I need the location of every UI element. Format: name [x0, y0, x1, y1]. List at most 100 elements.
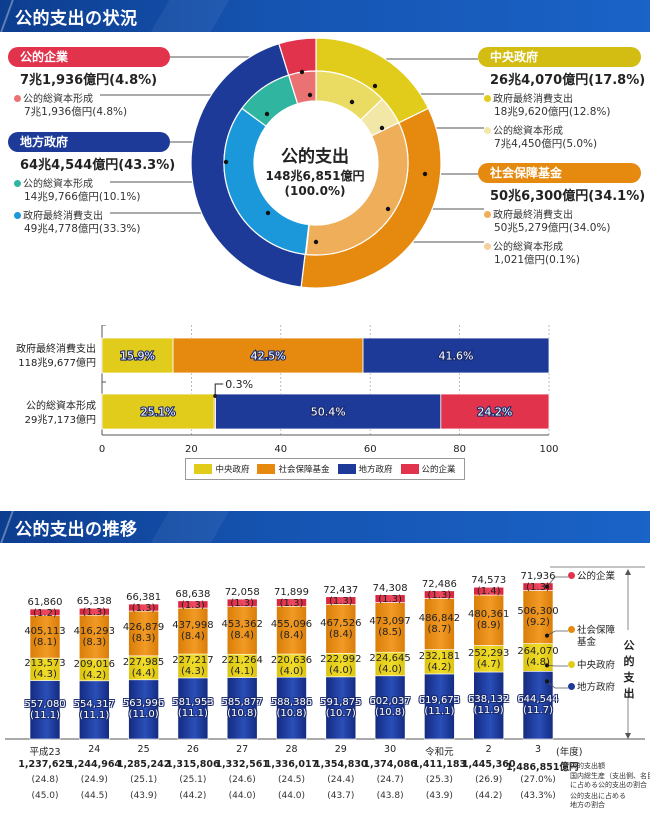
section-header-status: 公的支出の状況: [0, 0, 650, 32]
vbar-segment: [128, 603, 159, 612]
inner-slice: [223, 107, 310, 256]
vbar-value-label: 581,953 (11.1): [172, 697, 214, 720]
local-share: (44.5): [80, 791, 108, 801]
donut-chart: [100, 37, 484, 289]
vbar-value-label: 72,486 (1.3): [421, 578, 457, 601]
vbar-segment: [374, 602, 406, 653]
legend-swatch: [337, 464, 356, 474]
vbar-segment: [128, 679, 159, 740]
gdp-share: (24.5): [277, 775, 306, 785]
x-category-label: 27: [236, 744, 249, 755]
vbar-value-label: 61,860 (1.2): [27, 597, 63, 620]
vbar-value-label: 437,998 (8.4): [172, 620, 214, 643]
leader-dot: [265, 210, 271, 216]
hbar-value-label: 25.1%: [141, 406, 176, 419]
side-axis-char: 出: [623, 687, 635, 700]
side-axis-char: 的: [623, 655, 635, 668]
vbar-value-label: 68,638 (1.3): [175, 588, 211, 611]
x-tick-label: 0: [99, 444, 105, 455]
pill-social-fund: 社会保障基金: [478, 163, 641, 183]
social-fund-sub-value-1: 50兆5,279億円(34.0%): [494, 222, 611, 234]
public-enterprise-sub-label: 公的総資本形成: [14, 90, 93, 105]
vbar-segment: [473, 645, 505, 673]
side-legend-central: 中央政府: [568, 660, 615, 672]
vbar-value-label: 252,293 (4.7): [468, 647, 510, 670]
vbar-value-label: 644,544 (11.7): [517, 694, 559, 717]
side-legend-social: 社会保障 基金: [568, 625, 615, 649]
vbar-segment: [424, 598, 455, 650]
local-share: (44.0): [277, 791, 306, 801]
local-gov-sub-value-1: 14兆9,766億円(10.1%): [24, 191, 141, 203]
bullet-icon: [568, 572, 575, 579]
leader-dot: [372, 83, 378, 89]
hbar-segment: [362, 337, 550, 374]
vbar-value-label: 467,526 (8.4): [320, 617, 362, 640]
bullet-icon: [484, 95, 491, 102]
x-category-label: 25: [137, 744, 150, 755]
central-gov-sub-label-2: 公的総資本形成: [484, 122, 563, 137]
leader-dot: [422, 171, 428, 177]
social-fund-value: 50兆6,300億円(34.1%): [490, 189, 646, 204]
total-value: 1,445,360: [461, 759, 516, 770]
social-fund-sub-label-1: 政府最終消費支出: [484, 206, 573, 221]
x-tick-label: 20: [185, 444, 198, 455]
vbar-segment: [226, 598, 258, 607]
vbar-value-label: 506,300 (9.2): [517, 606, 559, 628]
vbar-value-label: 563,996 (11.0): [122, 698, 165, 721]
local-share: (43.7): [327, 791, 355, 801]
vbar-value-label: 405,113 (8.1): [24, 625, 66, 648]
side-axis-char: 支: [623, 671, 635, 684]
x-category-label: 29: [334, 744, 347, 755]
vbar-value-label: 585,877 (10.8): [221, 697, 263, 720]
gdp-share: (25.1): [179, 775, 207, 785]
note-local-1: 公的支出に占める: [570, 792, 626, 800]
vbar-segment: [473, 671, 505, 740]
vbar-value-label: 232,181 (4.2): [418, 650, 461, 673]
local-gov-sub-value-2: 49兆4,778億円(33.3%): [24, 223, 141, 235]
central-gov-sub-value-2: 7兆4,450億円(5.0%): [494, 138, 598, 150]
gdp-share: (24.7): [376, 775, 404, 785]
gdp-share: (24.9): [80, 775, 108, 785]
hbar-segment: [101, 337, 174, 374]
arrow-down-icon: [625, 733, 631, 739]
total-value: 1,374,086: [363, 759, 417, 770]
total-value: 1,354,830: [314, 759, 368, 770]
bullet-icon: [14, 95, 21, 102]
legend-leader-dot: [545, 584, 549, 589]
gdp-share: (24.6): [228, 775, 256, 785]
vbar-segment: [276, 598, 307, 607]
vbar-value-label: 619,673 (11.1): [418, 695, 461, 718]
arrow-up-icon: [625, 569, 631, 575]
vbar-value-label: 66,381 (1.3): [126, 592, 162, 615]
vbar-segment: [226, 677, 258, 740]
section-title: 公的支出の推移: [15, 520, 138, 540]
legend-leader-line: [546, 681, 568, 689]
x-axis-unit: (年度): [556, 747, 583, 758]
legend-item-central: 中央政府: [194, 463, 249, 475]
vertical-bar-chart: [5, 566, 645, 740]
hbar-segment: [215, 393, 442, 430]
vbar-segment: [276, 605, 307, 655]
vbar-segment: [226, 606, 258, 655]
vbar-segment: [424, 673, 455, 740]
leader-dot: [379, 125, 385, 131]
hbar-segment: [172, 337, 364, 374]
vbar-value-label: 221,264 (4.1): [221, 654, 263, 677]
gdp-share: (26.9): [475, 775, 503, 785]
legend-leader-line: [546, 630, 568, 636]
note-gdp-2: に占める公的支出の割合: [570, 781, 647, 789]
callout-dot: [213, 394, 218, 398]
local-share: (44.2): [475, 791, 503, 801]
hbar-legend: 中央政府 社会保障基金 地方政府 公的企業: [185, 458, 465, 480]
total-value: 1,237,625: [18, 759, 72, 770]
legend-leader-line: [546, 576, 568, 587]
gdp-share: (24.4): [327, 775, 355, 785]
x-category-label: 3: [534, 744, 542, 755]
x-tick-label: 40: [274, 444, 287, 455]
local-share: (43.9): [425, 791, 453, 801]
x-category-label: 2: [485, 744, 492, 755]
x-category-label: 30: [384, 744, 397, 755]
vbar-segment: [473, 594, 505, 646]
bullet-icon: [484, 127, 491, 134]
total-value: 1,411,183: [412, 759, 467, 770]
